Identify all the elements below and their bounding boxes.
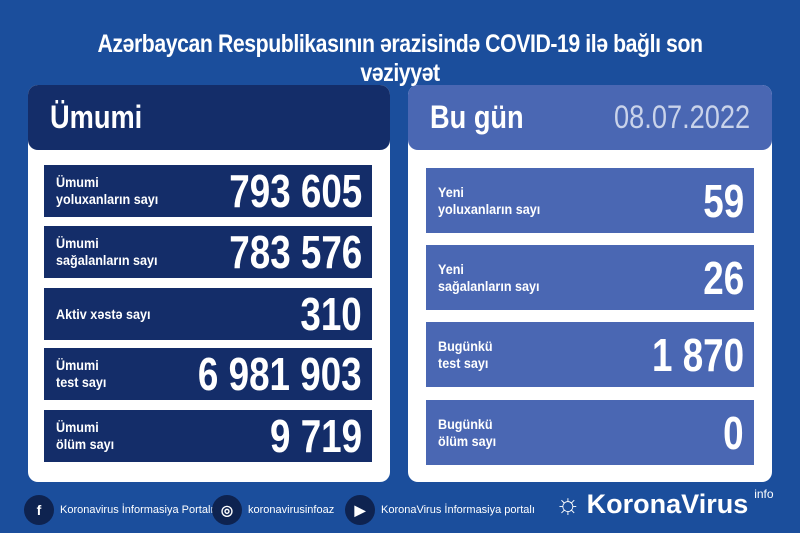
- stat-label: Yeni yoluxanların sayı: [438, 183, 541, 217]
- page-title: Azərbaycan Respublikasının ərazisində CO…: [97, 30, 703, 87]
- stat-row: Yeni sağalanların sayı 26: [426, 245, 754, 310]
- stat-value: 26: [703, 251, 744, 304]
- stat-value: 793 605: [228, 165, 362, 217]
- instagram-link[interactable]: ◎ koronavirusinfoaz: [212, 495, 334, 525]
- stat-label: Yeni sağalanların sayı: [438, 260, 540, 294]
- total-panel: Ümumi Ümumi yoluxanların sayı 793 605 Ümumi…: [28, 85, 390, 482]
- logo-sup: info: [754, 487, 774, 501]
- facebook-label: Koronavirus İnformasiya Portalı: [60, 504, 214, 516]
- stat-row: Bugünkü ölüm sayı 0: [426, 400, 754, 465]
- stat-value: 9 719: [269, 410, 362, 462]
- stat-row: Ümumi test sayı 6 981 903: [44, 348, 372, 400]
- youtube-link[interactable]: ▶ KoronaVirus İnformasiya portalı: [345, 495, 535, 525]
- today-heading: Bu gün: [430, 99, 524, 135]
- koronavirus-logo: ☼ KoronaVirus info: [555, 487, 774, 520]
- stat-value: 783 576: [228, 226, 362, 278]
- stat-row: Ümumi yoluxanların sayı 793 605: [44, 165, 372, 217]
- stat-label: Ümumi yoluxanların sayı: [56, 174, 159, 207]
- total-header: Ümumi: [28, 85, 390, 150]
- stat-row: Aktiv xəstə sayı 310: [44, 288, 372, 340]
- logo-name: KoronaVirus: [586, 488, 749, 519]
- date: 08.07.2022: [613, 99, 750, 135]
- stat-label: Ümumi sağalanların sayı: [56, 235, 158, 268]
- facebook-link[interactable]: f Koronavirus İnformasiya Portalı: [24, 495, 213, 525]
- stat-row: Ümumi ölüm sayı 9 719: [44, 410, 372, 462]
- stat-value: 1 870: [651, 328, 744, 381]
- instagram-icon: ◎: [212, 495, 242, 525]
- stat-row: Ümumi sağalanların sayı 783 576: [44, 226, 372, 278]
- stat-label: Ümumi ölüm sayı: [56, 419, 115, 452]
- today-header: Bu gün 08.07.2022: [408, 85, 772, 150]
- instagram-label: koronavirusinfoaz: [248, 504, 335, 516]
- facebook-icon: f: [24, 495, 54, 525]
- stat-value: 310: [300, 288, 362, 340]
- stat-value: 6 981 903: [198, 348, 362, 400]
- stat-row: Bugünkü test sayı 1 870: [426, 322, 754, 387]
- stat-value: 59: [703, 174, 744, 227]
- today-panel: Bu gün 08.07.2022 Yeni yoluxanların sayı 59…: [408, 85, 772, 482]
- stat-label: Aktiv xəstə sayı: [56, 305, 151, 322]
- stat-row: Yeni yoluxanların sayı 59: [426, 168, 754, 233]
- stat-value: 0: [723, 406, 744, 459]
- stat-label: Ümumi test sayı: [56, 357, 107, 390]
- total-heading: Ümumi: [50, 99, 143, 135]
- stat-label: Bugünkü test sayı: [438, 337, 493, 371]
- sun-virus-icon: ☼: [555, 488, 581, 519]
- youtube-label: KoronaVirus İnformasiya portalı: [381, 504, 535, 516]
- stat-label: Bugünkü ölüm sayı: [438, 415, 497, 449]
- youtube-icon: ▶: [345, 495, 375, 525]
